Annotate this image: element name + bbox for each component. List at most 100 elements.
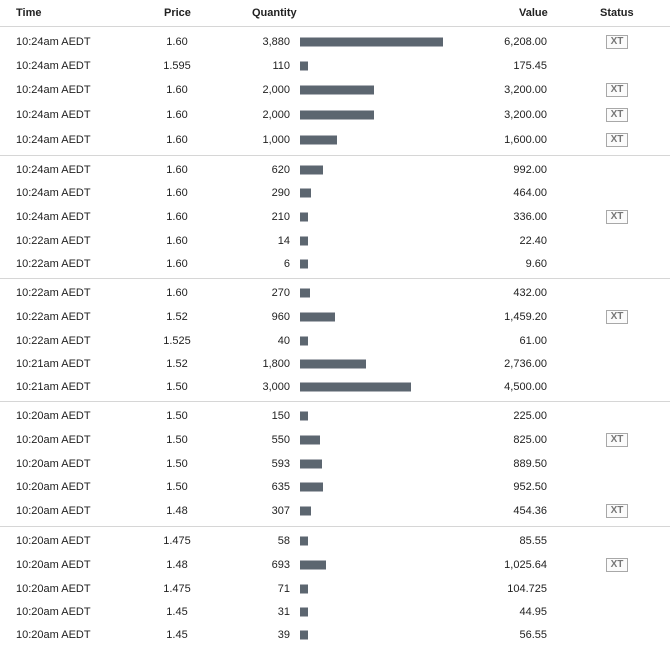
- trade-value: 22.40: [519, 234, 547, 247]
- trade-value: 432.00: [513, 286, 547, 299]
- trade-row: 10:21am AEDT 1.52 1,800 2,736.00: [0, 352, 670, 375]
- trade-row: 10:20am AEDT 1.45 39 56.55: [0, 623, 670, 646]
- trade-price: 1.475: [163, 582, 191, 595]
- trade-time: 10:24am AEDT: [16, 35, 91, 48]
- trade-row: 10:20am AEDT 1.50 550 825.00 XT: [0, 427, 670, 452]
- trade-status: XT: [606, 209, 628, 224]
- trade-quantity: 39: [277, 628, 290, 641]
- trade-quantity: 210: [271, 210, 290, 223]
- trade-value: 85.55: [519, 534, 547, 547]
- quantity-bar: [300, 288, 310, 297]
- trade-group: 10:24am AEDT 1.60 620 992.00 10:24am AEDT 1.6…: [0, 156, 670, 279]
- trade-quantity: 693: [271, 558, 290, 571]
- trade-price: 1.45: [166, 605, 188, 618]
- trade-quantity: 40: [277, 334, 290, 347]
- trade-quantity: 620: [271, 163, 290, 176]
- trade-price: 1.60: [166, 35, 188, 48]
- trade-time: 10:24am AEDT: [16, 210, 91, 223]
- trade-value: 44.95: [519, 605, 547, 618]
- trade-time: 10:22am AEDT: [16, 334, 91, 347]
- trade-price: 1.50: [166, 480, 188, 493]
- trade-quantity: 635: [271, 480, 290, 493]
- trade-row: 10:20am AEDT 1.50 150 225.00: [0, 404, 670, 427]
- trade-time: 10:24am AEDT: [16, 186, 91, 199]
- trade-price: 1.60: [166, 234, 188, 247]
- trade-row: 10:24am AEDT 1.60 3,880 6,208.00 XT: [0, 29, 670, 54]
- trade-time: 10:20am AEDT: [16, 504, 91, 517]
- trade-value: 225.00: [513, 409, 547, 422]
- trade-value: 464.00: [513, 186, 547, 199]
- status-badge: XT: [606, 132, 628, 147]
- trade-row: 10:22am AEDT 1.52 960 1,459.20 XT: [0, 304, 670, 329]
- trade-quantity: 2,000: [262, 83, 290, 96]
- trade-price: 1.60: [166, 133, 188, 146]
- trade-value: 336.00: [513, 210, 547, 223]
- trade-quantity: 550: [271, 433, 290, 446]
- trade-row: 10:22am AEDT 1.60 270 432.00: [0, 281, 670, 304]
- trade-quantity: 150: [271, 409, 290, 422]
- trade-value: 992.00: [513, 163, 547, 176]
- quantity-bar: [300, 212, 308, 221]
- trade-value: 61.00: [519, 334, 547, 347]
- status-badge: XT: [606, 432, 628, 447]
- column-header-quantity[interactable]: Quantity: [252, 7, 297, 19]
- trade-time: 10:20am AEDT: [16, 457, 91, 470]
- quantity-bar: [300, 236, 308, 245]
- trade-quantity: 593: [271, 457, 290, 470]
- trade-value: 2,736.00: [504, 357, 547, 370]
- trade-status: XT: [606, 557, 628, 572]
- trade-price: 1.50: [166, 433, 188, 446]
- quantity-bar: [300, 61, 308, 70]
- trade-row: 10:20am AEDT 1.475 58 85.55: [0, 529, 670, 552]
- trade-price: 1.60: [166, 257, 188, 270]
- trade-quantity: 14: [277, 234, 290, 247]
- trade-price: 1.48: [166, 558, 188, 571]
- trade-time: 10:24am AEDT: [16, 163, 91, 176]
- quantity-bar: [300, 135, 337, 144]
- trade-time: 10:21am AEDT: [16, 357, 91, 370]
- trade-price: 1.48: [166, 504, 188, 517]
- trade-row: 10:22am AEDT 1.60 14 22.40: [0, 229, 670, 252]
- trade-row: 10:22am AEDT 1.525 40 61.00: [0, 329, 670, 352]
- trade-row: 10:20am AEDT 1.48 693 1,025.64 XT: [0, 552, 670, 577]
- quantity-bar: [300, 435, 320, 444]
- trade-quantity: 1,000: [262, 133, 290, 146]
- quantity-bar: [300, 188, 311, 197]
- column-header-status[interactable]: Status: [600, 7, 634, 19]
- trade-value: 56.55: [519, 628, 547, 641]
- trade-row: 10:24am AEDT 1.595 110 175.45: [0, 54, 670, 77]
- quantity-bar: [300, 411, 308, 420]
- trade-price: 1.60: [166, 163, 188, 176]
- trade-quantity: 1,800: [262, 357, 290, 370]
- trade-price: 1.525: [163, 334, 191, 347]
- trade-price: 1.595: [163, 59, 191, 72]
- trade-value: 1,025.64: [504, 558, 547, 571]
- status-badge: XT: [606, 209, 628, 224]
- trade-row: 10:20am AEDT 1.475 71 104.725: [0, 577, 670, 600]
- trade-time: 10:21am AEDT: [16, 380, 91, 393]
- status-badge: XT: [606, 309, 628, 324]
- column-header-price[interactable]: Price: [164, 7, 191, 19]
- trade-time: 10:22am AEDT: [16, 310, 91, 323]
- trade-row: 10:20am AEDT 1.50 593 889.50: [0, 452, 670, 475]
- quantity-bar: [300, 536, 308, 545]
- trade-value: 825.00: [513, 433, 547, 446]
- trade-price: 1.60: [166, 186, 188, 199]
- trade-row: 10:20am AEDT 1.45 31 44.95: [0, 600, 670, 623]
- trade-row: 10:20am AEDT 1.48 307 454.36 XT: [0, 498, 670, 523]
- column-header-value[interactable]: Value: [519, 7, 548, 19]
- column-header-time[interactable]: Time: [16, 7, 42, 19]
- trade-value: 3,200.00: [504, 108, 547, 121]
- trade-time: 10:24am AEDT: [16, 59, 91, 72]
- trade-price: 1.60: [166, 210, 188, 223]
- trades-table-body: 10:24am AEDT 1.60 3,880 6,208.00 XT 10:24am A…: [0, 27, 670, 649]
- quantity-bar: [300, 37, 443, 46]
- trade-quantity: 3,000: [262, 380, 290, 393]
- status-badge: XT: [606, 82, 628, 97]
- trade-row: 10:22am AEDT 1.60 6 9.60: [0, 252, 670, 275]
- quantity-bar: [300, 110, 374, 119]
- trade-price: 1.60: [166, 108, 188, 121]
- trade-row: 10:20am AEDT 1.50 635 952.50: [0, 475, 670, 498]
- trade-row: 10:24am AEDT 1.60 2,000 3,200.00 XT: [0, 77, 670, 102]
- trade-time: 10:24am AEDT: [16, 83, 91, 96]
